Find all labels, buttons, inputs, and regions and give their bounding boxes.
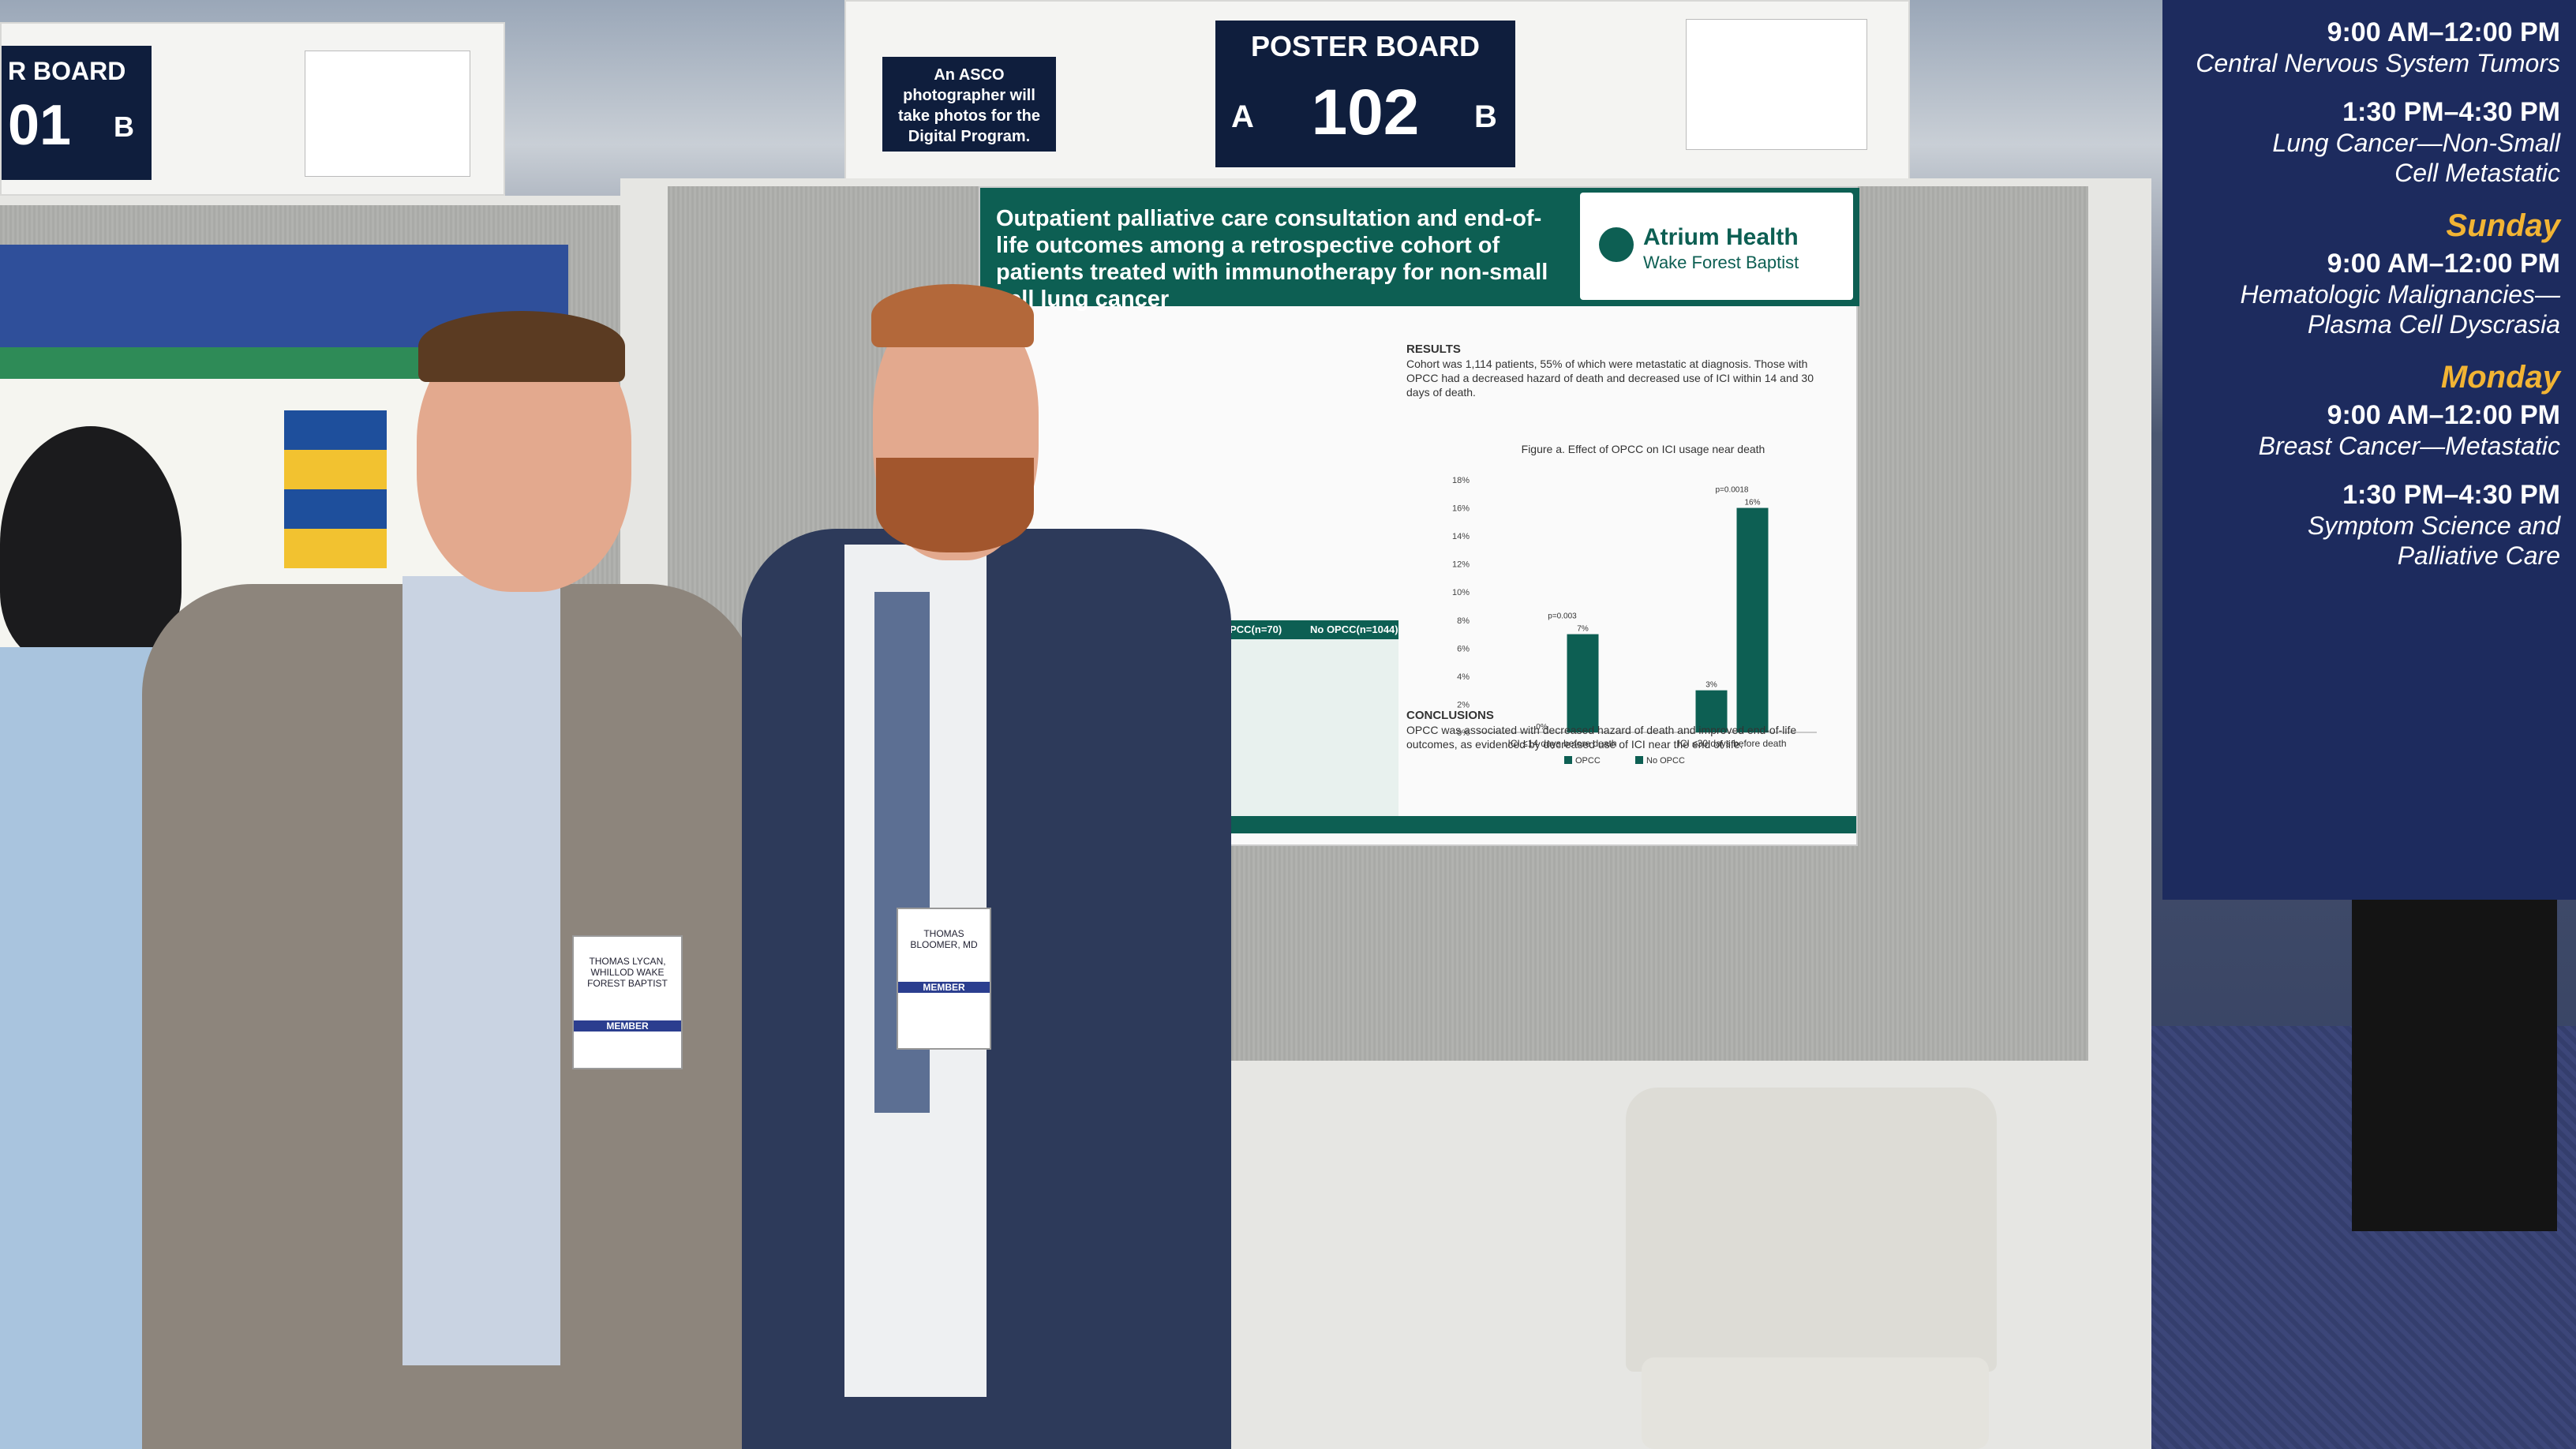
y-tick-label: 16% — [1452, 504, 1470, 514]
side-b-label: B — [1474, 99, 1497, 134]
background-person-head — [0, 426, 182, 663]
ici-usage-bar-chart: Figure a. Effect of OPCC on ICI usage ne… — [1452, 443, 1817, 766]
bar-value-label: 16% — [1744, 499, 1760, 507]
left-board-sign: R BOARD 01 B — [2, 46, 152, 180]
legend-label: No OPCC — [1646, 756, 1685, 766]
y-tick-label: 8% — [1457, 616, 1470, 626]
person-left-badge: THOMAS LYCAN, WHILLOD WAKE FOREST BAPTIS… — [572, 935, 683, 1069]
atrium-health-logo: Atrium Health Wake Forest Baptist — [1580, 193, 1853, 300]
bar-value-label: 7% — [1577, 625, 1589, 634]
schedule-time: 9:00 AM–12:00 PM — [2327, 400, 2560, 430]
badge-tag: MEMBER — [898, 982, 990, 993]
category-label: ICI ≤14 days before death — [1507, 738, 1616, 749]
schedule-slot-5: 1:30 PM–4:30 PM Symptom Science and Pall… — [2162, 480, 2560, 571]
poster-title-banner: Outpatient palliative care consultation … — [980, 188, 1859, 312]
left-board-number: 01 — [8, 94, 72, 157]
table-header — [1217, 620, 1398, 639]
y-tick-label: 6% — [1457, 644, 1470, 653]
schedule-desc: Lung Cancer—Non-Small Cell Metastatic — [2272, 129, 2560, 187]
person-right-beard — [876, 458, 1034, 552]
left-board-header: R BOARD 01 B — [0, 22, 505, 196]
y-tick-label: 2% — [1457, 700, 1470, 710]
session-schedule-banner: 9:00 AM–12:00 PM Central Nervous System … — [2162, 0, 2576, 900]
poster-footer-bar — [1217, 816, 1856, 833]
person-right-hair — [871, 284, 1034, 347]
bar-value-label: 3% — [1705, 681, 1717, 690]
significance-annotation: p=0.0018 — [1716, 486, 1749, 495]
badge-name: THOMAS LYCAN, WHILLOD WAKE FOREST BAPTIS… — [587, 956, 668, 989]
left-poster-results-bar — [0, 347, 442, 379]
poster-title: Outpatient palliative care consultation … — [996, 206, 1548, 312]
chart-axis: 0% 2% 4% 6% 8% 10% 12% 14% 16% 18% — [1452, 476, 1817, 738]
results-text: Cohort was 1,114 patients, 55% of which … — [1406, 358, 1814, 399]
schedule-slot-3: Sunday 9:00 AM–12:00 PM Hematologic Mali… — [2162, 208, 2560, 339]
y-tick-label: 12% — [1452, 560, 1470, 570]
y-tick-label: 0% — [1457, 728, 1470, 738]
legend-swatch — [1564, 756, 1572, 764]
schedule-time: 1:30 PM–4:30 PM — [2342, 480, 2560, 510]
person-left-hair — [418, 311, 625, 382]
schedule-time: 9:00 AM–12:00 PM — [2327, 17, 2560, 47]
main-board-sign: POSTER BOARD A 102 B — [1215, 21, 1515, 167]
schedule-time: 9:00 AM–12:00 PM — [2327, 249, 2560, 279]
y-tick-label: 18% — [1452, 476, 1470, 485]
table-col-opcc: OPCC(n=70) — [1222, 623, 1282, 635]
badge-name: THOMAS BLOOMER, MD — [910, 928, 978, 950]
schedule-day: Monday — [2440, 360, 2560, 395]
person-right-badge: THOMAS BLOOMER, MD MEMBER — [897, 908, 991, 1050]
left-board-side: B — [114, 110, 134, 143]
photographer-notice: An ASCO photographer will take photos fo… — [882, 57, 1056, 152]
y-tick-label: 14% — [1452, 532, 1470, 541]
person-right: THOMAS BLOOMER, MD MEMBER — [742, 276, 1247, 1449]
person-left-shirt — [402, 576, 560, 1365]
y-tick-label: 4% — [1457, 672, 1470, 682]
chart-title: Figure a. Effect of OPCC on ICI usage ne… — [1522, 443, 1765, 455]
chart-bar — [1736, 507, 1769, 732]
left-board-label: R BOARD — [8, 57, 126, 85]
side-a-label: A — [1231, 99, 1254, 134]
conclusions-heading: CONCLUSIONS — [1406, 709, 1494, 722]
category-label: ICI ≤30 days before death — [1677, 738, 1786, 749]
chair-back — [1626, 1088, 1997, 1372]
person-left: THOMAS LYCAN, WHILLOD WAKE FOREST BAPTIS… — [142, 300, 773, 1449]
schedule-desc: Hematologic Malignancies—Plasma Cell Dys… — [2240, 280, 2560, 339]
logo-name: Atrium Health — [1643, 224, 1799, 250]
schedule-slot-4: Monday 9:00 AM–12:00 PM Breast Cancer—Me… — [2162, 360, 2560, 461]
schedule-desc: Symptom Science and Palliative Care — [2307, 511, 2560, 570]
legend-swatch — [1635, 756, 1643, 764]
background-person-right — [2352, 900, 2557, 1231]
schedule-desc: Central Nervous System Tumors — [2196, 49, 2560, 77]
main-instructions-sheet — [1686, 19, 1867, 150]
logo-subtitle: Wake Forest Baptist — [1643, 253, 1799, 272]
schedule-time: 1:30 PM–4:30 PM — [2342, 97, 2560, 127]
chair-seat — [1642, 1357, 1989, 1449]
chart-bars — [1567, 507, 1769, 732]
results-heading: RESULTS — [1406, 343, 1461, 356]
bar-value-label: 0% — [1536, 723, 1548, 732]
significance-annotation: p=0.003 — [1548, 612, 1577, 621]
main-board-number: 102 — [1311, 77, 1420, 148]
table-col-no-opcc: No OPCC(n=1044) — [1310, 623, 1398, 635]
demographics-table: OPCC(n=70) No OPCC(n=1044) — [1217, 620, 1398, 826]
main-board-header: An ASCO photographer will take photos fo… — [844, 0, 1910, 189]
schedule-slot-1: 9:00 AM–12:00 PM Central Nervous System … — [2162, 17, 2560, 78]
schedule-day: Sunday — [2446, 208, 2560, 243]
chart-bar — [1695, 690, 1728, 732]
schedule-slot-2: 1:30 PM–4:30 PM Lung Cancer—Non-Small Ce… — [2162, 97, 2560, 188]
research-poster: Outpatient palliative care consultation … — [979, 186, 1859, 846]
chart-labels: 0% 7% ICI ≤14 days before death p=0.003 3% 16… — [1507, 486, 1786, 766]
leaf-icon — [1599, 227, 1634, 262]
main-board-label: POSTER BOARD — [1250, 30, 1481, 62]
left-poster-figure — [284, 410, 387, 568]
y-tick-label: 10% — [1452, 588, 1470, 597]
chart-bar — [1567, 634, 1599, 732]
badge-tag: MEMBER — [574, 1020, 681, 1032]
legend-label: OPCC — [1575, 756, 1601, 766]
left-instructions-sheet — [305, 51, 470, 177]
conclusions-text: OPCC was associated with decreased hazar… — [1406, 724, 1797, 751]
schedule-desc: Breast Cancer—Metastatic — [2258, 432, 2560, 460]
